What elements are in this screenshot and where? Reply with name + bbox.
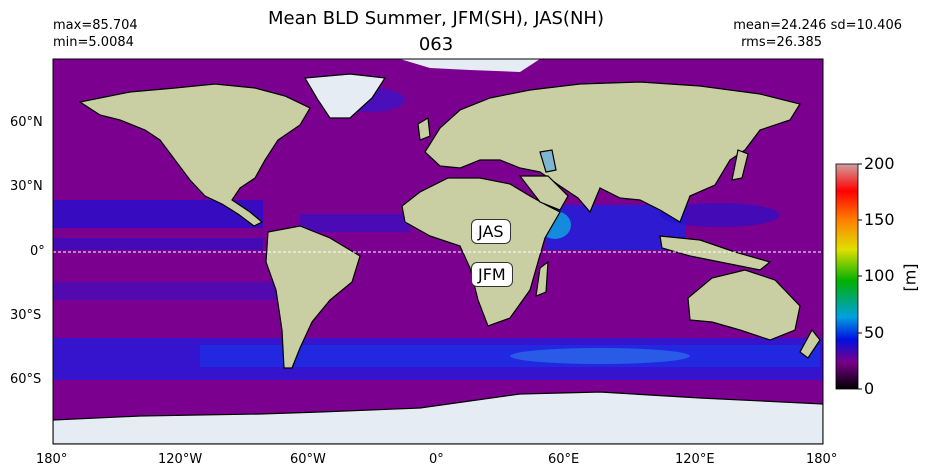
north-america	[78, 83, 311, 227]
southern-ocean-highlight	[510, 348, 690, 364]
stat-max: max=85.704	[53, 18, 138, 33]
lon-tick: 120°E	[675, 452, 715, 467]
stat-mean-sd: mean=24.246 sd=10.406	[733, 18, 902, 33]
colorbar-tick-label: 150	[864, 210, 895, 229]
jfm-label: JFM	[471, 262, 513, 287]
lat-tick: 30°N	[10, 179, 43, 194]
chart-subtitle: 063	[418, 34, 454, 55]
lat-tick: 60°S	[10, 372, 42, 387]
stat-min: min=5.0084	[53, 35, 134, 50]
colorbar-tick-label: 100	[864, 266, 895, 285]
colorbar-ticks	[858, 163, 862, 390]
caspian-sea	[539, 149, 557, 173]
colorbar-label: [m]	[900, 263, 920, 292]
chart-title: Mean BLD Summer, JFM(SH), JAS(NH)	[268, 8, 604, 29]
british-isles	[417, 117, 431, 141]
eurasia	[424, 81, 801, 223]
new-zealand	[799, 328, 821, 359]
maritime-continent	[659, 235, 772, 271]
greenland	[303, 73, 387, 119]
lat-tick: 30°S	[10, 308, 42, 323]
south-america	[265, 225, 361, 369]
arctic-ice	[400, 59, 540, 72]
japan	[731, 149, 749, 181]
colorbar-tick-label: 0	[864, 379, 875, 398]
arabia	[518, 175, 569, 211]
colorbar-tick-label: 200	[864, 154, 895, 173]
lat-tick: 60°N	[10, 115, 43, 130]
map-frame	[52, 58, 824, 445]
south-pacific-band	[53, 282, 283, 300]
lon-tick: 60°E	[548, 452, 580, 467]
stat-rms: rms=26.385	[741, 35, 822, 50]
antarctica	[53, 391, 823, 444]
colorbar-tick-label: 50	[864, 323, 885, 342]
australia	[687, 269, 801, 341]
lon-tick: 60°W	[290, 452, 326, 467]
west-pacific-band	[660, 203, 780, 227]
equatorial-band	[53, 238, 263, 250]
colorbar	[835, 163, 859, 390]
jas-label: JAS	[471, 219, 511, 244]
lon-tick: 180°	[36, 452, 68, 467]
lon-tick: 120°W	[158, 452, 203, 467]
atlantic-trades	[300, 214, 410, 232]
lon-tick: 180°	[806, 452, 838, 467]
lat-tick: 0°	[30, 244, 45, 259]
lon-tick: 0°	[429, 452, 444, 467]
madagascar	[535, 260, 549, 297]
land	[78, 73, 821, 369]
